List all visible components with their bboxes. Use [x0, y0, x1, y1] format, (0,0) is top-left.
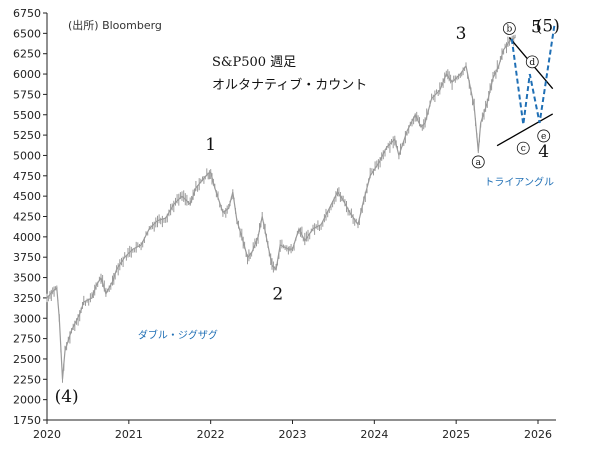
x-tick-label: 2022: [197, 428, 225, 441]
x-tick-label: 2020: [33, 428, 61, 441]
y-tick-label: 2000: [13, 394, 41, 407]
wave-label: (4): [55, 387, 79, 407]
y-tick-label: 6000: [13, 68, 41, 81]
price-series: [46, 34, 516, 383]
chart-subtitle: オルタナティブ・カウント: [212, 77, 367, 93]
x-tick-label: 2023: [278, 428, 306, 441]
overlays: (4) 1 2 3 4 5(5) a b c d e ダブル・ジグザグ トライアングル: [55, 17, 560, 407]
y-tick-label: 4250: [13, 211, 41, 224]
x-tick-label: 2026: [524, 428, 552, 441]
y-tick-label: 4500: [13, 190, 41, 203]
subwave-circle: [516, 141, 530, 155]
subwave-label: b: [506, 24, 512, 34]
wave-label: 3: [456, 24, 467, 44]
y-tick-label: 6750: [13, 7, 41, 20]
y-tick-label: 2750: [13, 333, 41, 346]
subwave-circle: [471, 155, 485, 169]
wave-label: 5: [531, 18, 542, 38]
subwave-label: e: [541, 132, 546, 142]
price-line: [46, 36, 516, 380]
y-tick-label: 4000: [13, 231, 41, 244]
y-tick-label: 1750: [13, 414, 41, 427]
y-axis: 1750 2000 2250 2500 2750 3000 3250 3500 3750 4000…: [13, 7, 48, 427]
y-tick-label: 5000: [13, 149, 41, 162]
y-tick-label: 3000: [13, 312, 41, 325]
x-tick-label: 2025: [442, 428, 470, 441]
y-tick-label: 2500: [13, 353, 41, 366]
y-tick-label: 3500: [13, 272, 41, 285]
x-tick-label: 2021: [115, 428, 143, 441]
wave-label: (5): [536, 17, 560, 37]
chart-title: S&P500 週足: [212, 55, 296, 70]
forecast-path: [510, 25, 556, 125]
subwave-circle: [502, 22, 516, 35]
y-tick-label: 6250: [13, 48, 41, 61]
pattern-annotation: トライアングル: [484, 176, 554, 189]
x-axis: 2020 2021 2022 2023 2024 2025 2026: [33, 419, 556, 441]
source-note: (出所) Bloomberg: [68, 18, 162, 32]
x-tick-label: 2024: [360, 428, 388, 441]
subwave-label: c: [521, 144, 526, 154]
triangle-boundary-line: [496, 113, 554, 147]
y-tick-label: 4750: [13, 170, 41, 183]
y-tick-label: 6500: [13, 27, 41, 40]
wave-label: 4: [538, 142, 549, 162]
y-tick-label: 2250: [13, 373, 41, 386]
y-tick-label: 3250: [13, 292, 41, 305]
y-tick-label: 5500: [13, 109, 41, 122]
y-tick-label: 5250: [13, 129, 41, 142]
wave-label: 1: [205, 135, 216, 155]
wave-label: 2: [272, 285, 283, 305]
subwave-circle: [537, 129, 551, 143]
pattern-annotation: ダブル・ジグザグ: [138, 329, 218, 342]
y-tick-label: 5750: [13, 88, 41, 101]
y-tick-label: 3750: [13, 251, 41, 264]
subwave-label: a: [476, 158, 482, 168]
subwave-circle: [525, 55, 539, 69]
subwave-label: d: [529, 58, 535, 68]
